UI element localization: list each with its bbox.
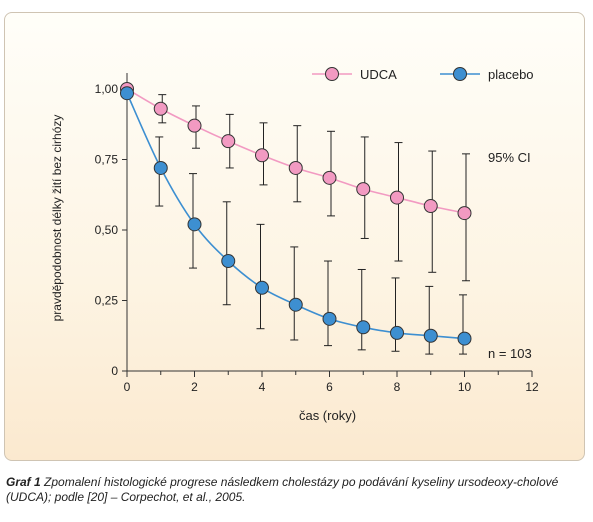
data-point [457,331,472,346]
legend-label-udca: UDCA [360,67,397,82]
axes: 0 0,25 0,50 0,75 1,00 0 2 4 6 8 10 12 čas (roky) prav… [50,73,539,423]
legend-marker [453,67,467,81]
chart-panel [4,12,585,461]
data-point [423,328,438,343]
x-tick-label: 2 [191,380,198,394]
data-point [390,325,404,340]
chart: 0 0,25 0,50 0,75 1,00 0 2 4 6 8 10 12 čas (roky) prav… [50,67,539,423]
legend-label-placebo: placebo [488,67,534,82]
x-tick-label: 6 [326,380,333,394]
series-layer [120,82,472,355]
y-tick-label: 1,00 [95,82,119,96]
legend: UDCA placebo [312,67,534,82]
x-tick-label: 4 [259,380,266,394]
data-point [153,101,168,116]
data-point [322,170,337,185]
data-point [288,297,303,312]
data-point [221,134,236,149]
series-udca [120,82,472,282]
data-point [423,199,438,214]
y-axis-title: pravděpodobnost délky žití bez cirhózy [50,115,64,322]
series-line [126,88,465,214]
data-point [255,148,269,163]
annotation-ci: 95% CI [488,150,531,165]
x-tick-label: 10 [458,380,472,394]
data-point [457,206,472,221]
caption-label: Graf 1 [6,475,41,489]
data-point [288,160,303,175]
data-point [255,280,269,295]
annotation-n: n = 103 [488,346,532,361]
data-point [221,254,236,269]
y-tick-label: 0,75 [95,153,119,167]
data-point [322,311,337,326]
y-tick-label: 0 [111,364,118,378]
x-tick-label: 0 [124,380,131,394]
x-tick-label: 12 [525,380,539,394]
x-axis-title: čas (roky) [299,408,356,423]
data-point [390,190,404,205]
y-tick-label: 0,25 [95,294,119,308]
series-placebo [120,86,472,355]
y-tick-label: 0,50 [95,223,119,237]
data-point [187,217,202,232]
legend-marker [325,67,339,81]
x-tick-label: 8 [394,380,401,394]
data-point [356,182,371,197]
data-point [153,160,168,175]
data-point [356,320,371,335]
caption-text: Zpomalení histologické progrese následke… [6,475,559,504]
data-point [120,86,134,101]
data-point [187,118,202,133]
figure-caption: Graf 1 Zpomalení histologické progrese n… [6,475,586,505]
